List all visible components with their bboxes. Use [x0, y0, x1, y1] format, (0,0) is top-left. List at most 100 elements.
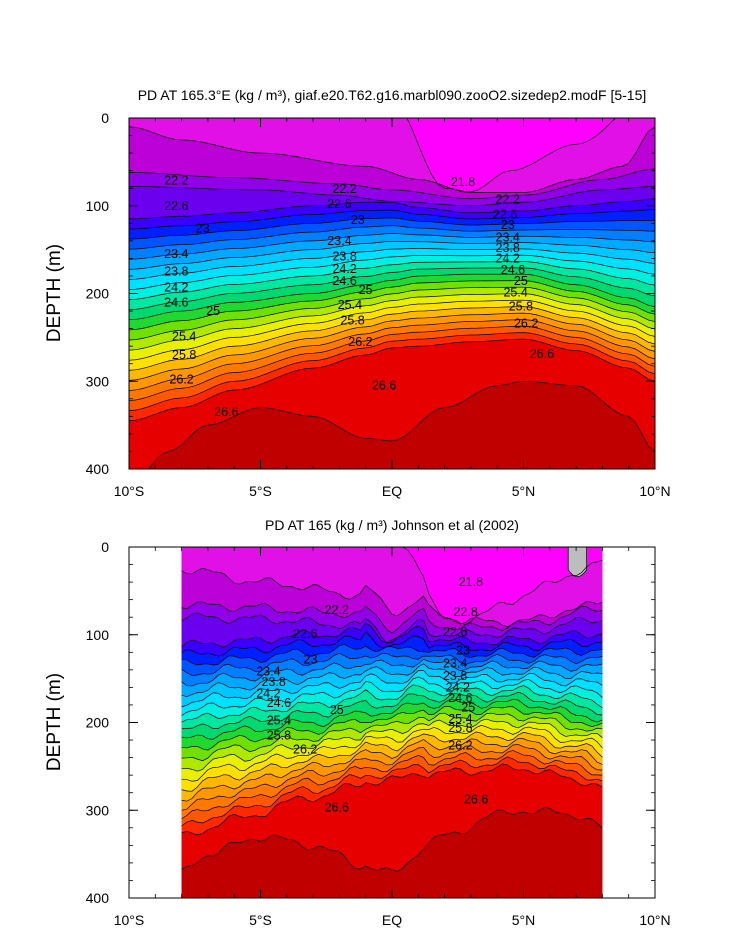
- contour-line: [129, 217, 655, 240]
- x-tick-label: 10°S: [114, 912, 145, 928]
- contour-label: 24.2: [332, 262, 356, 276]
- contour-band: [129, 255, 655, 300]
- contour-line: [181, 731, 603, 792]
- contour-line: [181, 670, 603, 708]
- contour-label: 23: [351, 213, 365, 227]
- y-tick-label: 0: [101, 110, 109, 126]
- contour-band: [181, 632, 603, 666]
- contour-label: 23.4: [443, 657, 467, 671]
- y-tick-label: 400: [86, 461, 110, 477]
- contour-line: [129, 332, 655, 411]
- y-axis-title: DEPTH (m): [44, 673, 65, 771]
- contour-line: [129, 286, 655, 341]
- contour-line: [129, 168, 655, 200]
- contour-label: 25.8: [509, 300, 533, 314]
- contour-line: [129, 209, 655, 230]
- contour-band: [181, 807, 603, 898]
- y-tick-label: 300: [86, 802, 110, 818]
- contour-label: 25.8: [340, 314, 364, 328]
- contour-label: 24.6: [164, 295, 188, 309]
- contour-line: [181, 698, 603, 740]
- contour-label: 22.6: [293, 627, 317, 641]
- contour-line: [181, 744, 603, 811]
- contour-line: [129, 126, 655, 193]
- contour-label: 24.6: [448, 691, 472, 705]
- contour-label: 25: [461, 701, 475, 715]
- contour-line: [129, 338, 655, 422]
- contour-line: [181, 676, 603, 716]
- contour-band: [181, 719, 603, 782]
- x-tick-label: 5°S: [249, 912, 272, 928]
- contour-line: [181, 631, 603, 657]
- contour-label: 25: [359, 283, 373, 297]
- contour-band: [129, 168, 655, 206]
- axis-ticks: 10°S 5°S EQ 5°N 10°N 0 100 200 300 400: [86, 110, 671, 499]
- contour-band: [129, 339, 655, 469]
- x-tick-label: 5°N: [512, 912, 536, 928]
- contour-line: [129, 299, 655, 361]
- contour-line: [181, 658, 603, 687]
- contour-line: [181, 691, 603, 730]
- contour-line: [181, 644, 603, 666]
- contour-label: 23.8: [443, 669, 467, 683]
- x-tick-label: 10°S: [114, 483, 145, 499]
- contour-band: [181, 713, 603, 772]
- contour-label: 22.8: [453, 605, 477, 619]
- contour-label: 23.4: [256, 665, 280, 679]
- contour-line: [181, 806, 603, 872]
- y-tick-label: 400: [86, 890, 110, 906]
- contour-band: [181, 756, 603, 836]
- contour-line: [129, 273, 655, 321]
- contour-line: [181, 601, 603, 634]
- contour-label: 25: [514, 274, 528, 288]
- contour-label: 25.4: [267, 714, 291, 728]
- contour-band: [129, 293, 655, 361]
- y-tick-label: 100: [86, 627, 110, 643]
- contour-band: [402, 547, 603, 625]
- contour-band: [129, 126, 655, 199]
- contour-label: 23.4: [164, 247, 188, 261]
- contour-line: [129, 198, 655, 220]
- contour-line: [181, 750, 603, 820]
- contour-band: [148, 381, 655, 469]
- y-tick-label: 200: [86, 715, 110, 731]
- contour-label: 21.8: [459, 575, 483, 589]
- contour-band: [181, 670, 603, 716]
- contour-label: 23.4: [496, 230, 520, 244]
- contour-label: 23: [304, 652, 318, 666]
- contour-label: 26.2: [293, 743, 317, 757]
- contour-band: [129, 225, 655, 260]
- y-tick-label: 100: [86, 198, 110, 214]
- contour-label: 25.4: [503, 286, 527, 300]
- x-tick-label: 10°N: [639, 483, 670, 499]
- contour-line: [406, 118, 617, 193]
- contour-label: 23.8: [496, 241, 520, 255]
- contour-lines: [181, 547, 603, 872]
- contour-label: 26.6: [372, 379, 396, 393]
- contour-label: 22.6: [493, 208, 517, 222]
- contour-line: [129, 312, 655, 381]
- contour-band: [129, 267, 655, 320]
- contour-label: 22.2: [325, 603, 349, 617]
- contour-line: [181, 705, 603, 751]
- contour-line: [129, 306, 655, 371]
- contour-label: 22.2: [332, 182, 356, 196]
- contour-band: [129, 274, 655, 330]
- contour-band: [406, 118, 616, 192]
- contour-band: [181, 677, 603, 723]
- x-tick-label: 10°N: [639, 912, 670, 928]
- contour-label: 25: [330, 703, 344, 717]
- contour-label: 26.6: [325, 801, 349, 815]
- contour-band: [129, 198, 655, 230]
- contour-line: [181, 712, 603, 762]
- x-tick-label: 5°S: [249, 483, 272, 499]
- chart-title: PD AT 165.3°E (kg / m³), giaf.e20.T62.g1…: [138, 87, 647, 103]
- contour-band: [181, 644, 603, 676]
- contour-line: [181, 718, 603, 772]
- contour-lines: [129, 118, 655, 469]
- contour-line: [129, 325, 655, 401]
- contour-line: [181, 763, 603, 836]
- contour-label: 25.4: [172, 329, 196, 343]
- contour-label: 25.8: [448, 721, 472, 735]
